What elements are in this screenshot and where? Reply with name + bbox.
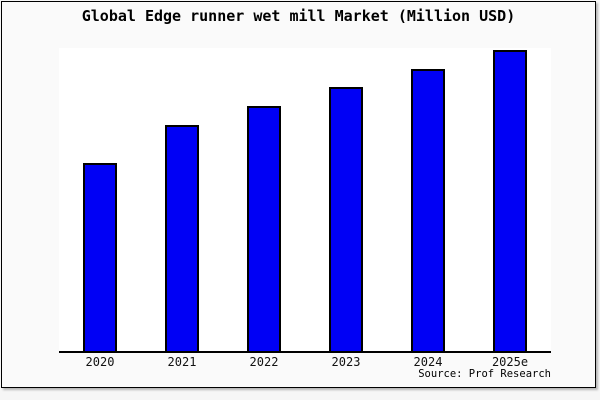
x-axis-label-2022: 2022 <box>249 355 279 369</box>
bar-2023 <box>329 87 363 351</box>
x-axis-label-2020: 2020 <box>85 355 115 369</box>
x-axis-label-2025e: 2025e <box>491 355 529 369</box>
figure-frame: Global Edge runner wet mill Market (Mill… <box>1 1 596 388</box>
x-axis-label-2021: 2021 <box>167 355 197 369</box>
plot-area <box>59 48 551 353</box>
x-axis-label-2023: 2023 <box>331 355 361 369</box>
source-text: Source: Prof Research <box>418 368 551 380</box>
bar-2021 <box>165 125 199 351</box>
bar-slot <box>387 48 469 351</box>
chart-title: Global Edge runner wet mill Market (Mill… <box>81 7 516 25</box>
x-axis-label-2024: 2024 <box>413 355 443 369</box>
x-axis-labels: 2020 2021 2022 2023 2024 2025e <box>59 355 551 369</box>
bar-2022 <box>247 106 281 351</box>
bar-slot <box>305 48 387 351</box>
bar-slot <box>469 48 551 351</box>
bar-2025e <box>493 50 527 351</box>
bar-2024 <box>411 69 445 351</box>
bar-slot <box>223 48 305 351</box>
bar-slot <box>59 48 141 351</box>
bar-slot <box>141 48 223 351</box>
bar-2020 <box>83 163 117 351</box>
